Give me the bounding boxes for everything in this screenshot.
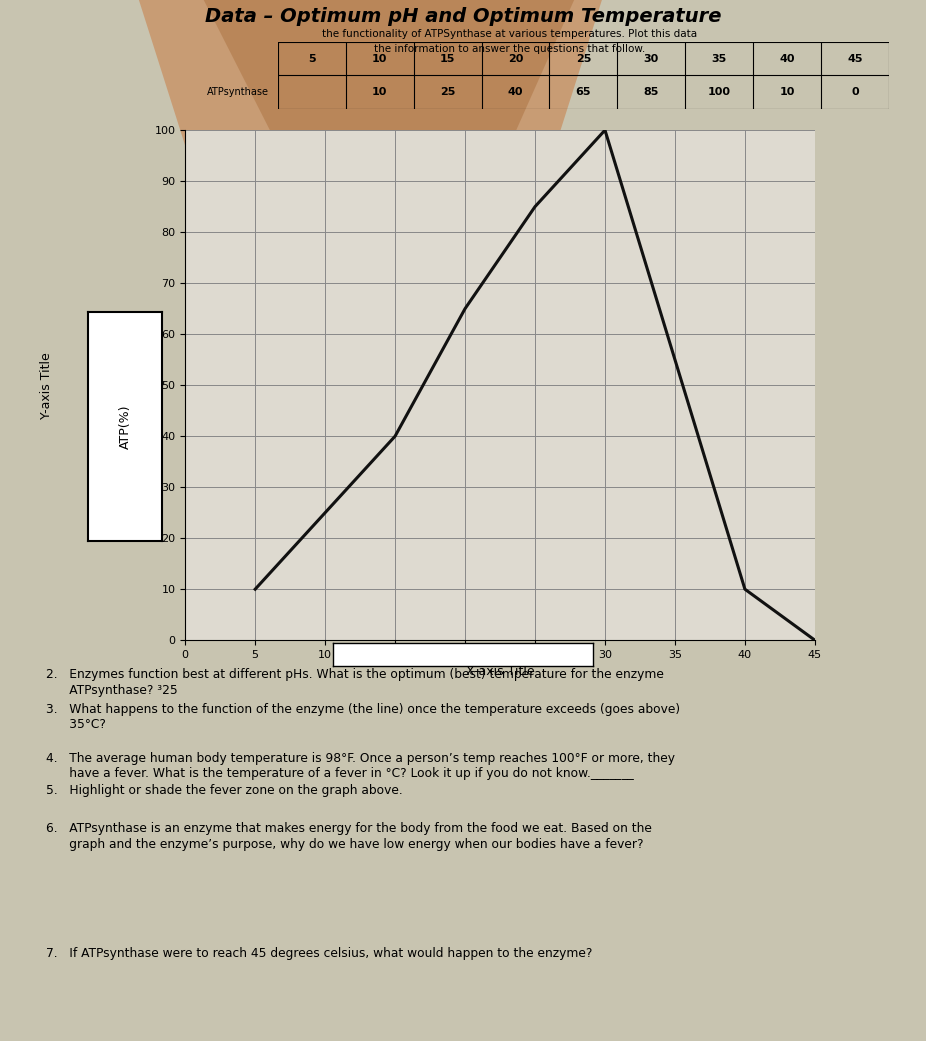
Text: 25: 25 bbox=[440, 87, 456, 98]
Text: 7.   If ATPsynthase were to reach 45 degrees celsius, what would happen to the e: 7. If ATPsynthase were to reach 45 degre… bbox=[46, 947, 593, 960]
Text: 10: 10 bbox=[372, 53, 387, 64]
Text: graph and the enzyme’s purpose, why do we have low energy when our bodies have a: graph and the enzyme’s purpose, why do w… bbox=[46, 838, 644, 850]
Text: have a fever. What is the temperature of a fever in °C? Look it up if you do not: have a fever. What is the temperature of… bbox=[46, 767, 634, 780]
Text: 10: 10 bbox=[780, 87, 795, 98]
Text: ATPsynthase? ³25: ATPsynthase? ³25 bbox=[46, 684, 178, 696]
Text: 15: 15 bbox=[440, 53, 456, 64]
Text: 40: 40 bbox=[780, 53, 795, 64]
Text: 10: 10 bbox=[372, 87, 387, 98]
Text: 45: 45 bbox=[847, 53, 863, 64]
Text: 20: 20 bbox=[507, 53, 523, 64]
Polygon shape bbox=[204, 0, 574, 146]
Text: 35°C?: 35°C? bbox=[46, 718, 106, 731]
Text: 0: 0 bbox=[851, 87, 858, 98]
Text: the information to answer the questions that follow.: the information to answer the questions … bbox=[374, 44, 644, 54]
Polygon shape bbox=[139, 0, 602, 291]
X-axis label: X-axis Title: X-axis Title bbox=[466, 665, 534, 679]
Text: 35: 35 bbox=[711, 53, 727, 64]
Text: 30: 30 bbox=[644, 53, 659, 64]
Text: 3.   What happens to the function of the enzyme (the line) once the temperature : 3. What happens to the function of the e… bbox=[46, 703, 681, 715]
Text: 4.   The average human body temperature is 98°F. Once a person’s temp reaches 10: 4. The average human body temperature is… bbox=[46, 752, 675, 764]
Text: 5: 5 bbox=[308, 53, 316, 64]
Text: 6.   ATPsynthase is an enzyme that makes energy for the body from the food we ea: 6. ATPsynthase is an enzyme that makes e… bbox=[46, 822, 652, 835]
Text: Y-axis Title: Y-axis Title bbox=[40, 352, 53, 418]
Text: 65: 65 bbox=[576, 87, 591, 98]
Text: 25: 25 bbox=[576, 53, 591, 64]
Text: 40: 40 bbox=[507, 87, 523, 98]
Text: 2.   Enzymes function best at different pHs. What is the optimum (best) temperat: 2. Enzymes function best at different pH… bbox=[46, 668, 664, 681]
Text: Data – Optimum pH and Optimum Temperature: Data – Optimum pH and Optimum Temperatur… bbox=[205, 7, 721, 26]
Text: ATPsynthase: ATPsynthase bbox=[206, 87, 269, 98]
Text: the functionality of ATPSynthase at various temperatures. Plot this data: the functionality of ATPSynthase at vari… bbox=[321, 29, 697, 40]
Text: ATP(%): ATP(%) bbox=[119, 405, 131, 449]
Text: 85: 85 bbox=[644, 87, 659, 98]
Text: 5.   Highlight or shade the fever zone on the graph above.: 5. Highlight or shade the fever zone on … bbox=[46, 784, 403, 796]
Text: 100: 100 bbox=[707, 87, 731, 98]
